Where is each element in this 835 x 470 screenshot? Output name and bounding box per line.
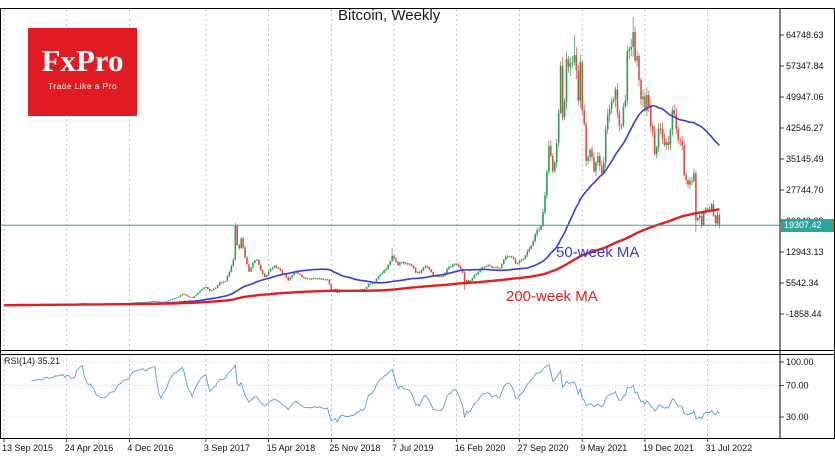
ma-line-200: [3, 208, 720, 307]
time-axis-label: 13 Sep 2015: [2, 443, 53, 453]
ma-line-50: [3, 104, 720, 307]
chart-title: Bitcoin, Weekly: [338, 7, 441, 24]
time-axis-label: 27 Sep 2020: [518, 443, 569, 453]
price-axis-label: 5542.34: [786, 278, 819, 288]
rsi-indicator-label: RSI(14) 35.21: [4, 356, 61, 366]
time-axis-label: 16 Feb 2020: [455, 443, 506, 453]
rsi-axis-label: 100.00: [786, 357, 814, 367]
time-axis[interactable]: 13 Sep 2015 24 Apr 2016 4 Dec 2016 3 Sep 20…: [2, 438, 752, 453]
rsi-line: [31, 363, 720, 423]
candlesticks[interactable]: [5, 17, 721, 307]
price-axis-label: 64748.63: [786, 30, 824, 40]
ma50-annotation: 50-week MA: [556, 244, 640, 261]
fxpro-logo: FxPro Trade Like a Pro: [28, 28, 137, 116]
time-axis-label: 24 Apr 2016: [65, 443, 114, 453]
price-axis-label: 42546.27: [786, 123, 824, 133]
time-axis-label: 4 Dec 2016: [127, 443, 173, 453]
current-price-tag: 19307.42: [781, 219, 834, 232]
time-axis-label: 9 May 2021: [580, 443, 627, 453]
rsi-axis-label: 70.00: [786, 381, 809, 391]
fxpro-tagline-text: Trade Like a Pro: [48, 81, 117, 91]
rsi-level-lines: [0, 361, 780, 418]
time-axis-label: 3 Sep 2017: [204, 443, 250, 453]
price-axis-label: 12943.13: [786, 247, 824, 257]
time-axis-label: 25 Nov 2018: [329, 443, 380, 453]
rsi-axis-label: 30.00: [786, 412, 809, 422]
fxpro-brand-text: FxPro: [41, 43, 124, 78]
time-axis-label: 19 Dec 2021: [643, 443, 694, 453]
time-axis-label: 31 Jul 2022: [706, 443, 753, 453]
price-axis-label: 57347.84: [786, 61, 824, 71]
ma200-annotation: 200-week MA: [506, 288, 598, 305]
time-axis-label: 15 Apr 2018: [267, 443, 316, 453]
price-axis-label: 49947.06: [786, 92, 824, 102]
time-axis-label: 7 Jul 2019: [392, 443, 434, 453]
price-axis-label: 35145.49: [786, 154, 824, 164]
price-axis-label: 27744.70: [786, 185, 824, 195]
price-axis-label: -1858.44: [786, 309, 822, 319]
